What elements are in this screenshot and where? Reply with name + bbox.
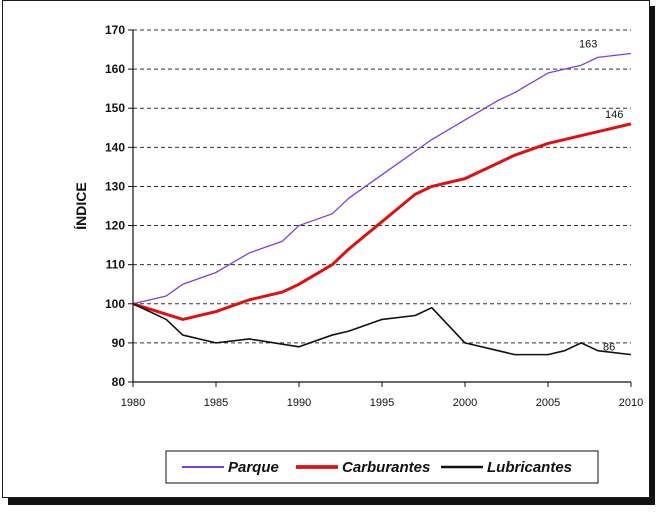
legend-label-parque: Parque (228, 459, 279, 476)
y-tick-80: 80 (112, 375, 126, 389)
x-tick-1990: 1990 (287, 397, 311, 409)
y-tick-120: 120 (105, 219, 125, 233)
legend-label-lubricantes: Lubricantes (487, 459, 572, 476)
y-tick-110: 110 (106, 258, 126, 272)
y-tick-160: 160 (105, 62, 125, 76)
x-tick-2010: 2010 (619, 397, 643, 409)
x-tick-1980: 1980 (121, 397, 145, 409)
end-label-carburantes: 146 (605, 109, 623, 121)
series-line-parque (132, 52, 632, 305)
series-line-carburantes (132, 122, 632, 321)
end-labels: 163 146 86 (579, 38, 623, 353)
x-tick-1995: 1995 (370, 397, 394, 409)
y-tick-140: 140 (105, 140, 125, 154)
end-label-lubricantes: 86 (603, 342, 615, 354)
end-label-parque: 163 (579, 38, 597, 50)
series-lines (132, 52, 632, 356)
y-tick-130: 130 (105, 179, 125, 193)
y-tick-100: 100 (105, 297, 125, 311)
x-tick-1985: 1985 (204, 397, 228, 409)
frame-shadow-right (650, 6, 655, 505)
axes (128, 29, 632, 387)
legend: Parque Carburantes Lubricantes (165, 450, 599, 484)
x-tick-labels: 1980 1985 1990 1995 2000 2005 2010 (121, 397, 643, 409)
chart-frame (2, 0, 650, 498)
frame-shadow-bottom (8, 498, 655, 505)
legend-box (165, 450, 599, 484)
x-tick-2000: 2000 (453, 397, 477, 409)
y-tick-labels: 80 90 100 110 120 130 140 150 160 170 (105, 23, 125, 389)
series-line-lubricantes (132, 303, 632, 356)
y-tick-170: 170 (105, 23, 125, 37)
x-tick-2005: 2005 (536, 397, 560, 409)
y-tick-90: 90 (112, 336, 126, 350)
grid-lines (133, 29, 631, 344)
y-axis-label: ÍNDICE (73, 182, 89, 229)
y-tick-150: 150 (105, 101, 125, 115)
legend-label-carburantes: Carburantes (342, 459, 430, 476)
